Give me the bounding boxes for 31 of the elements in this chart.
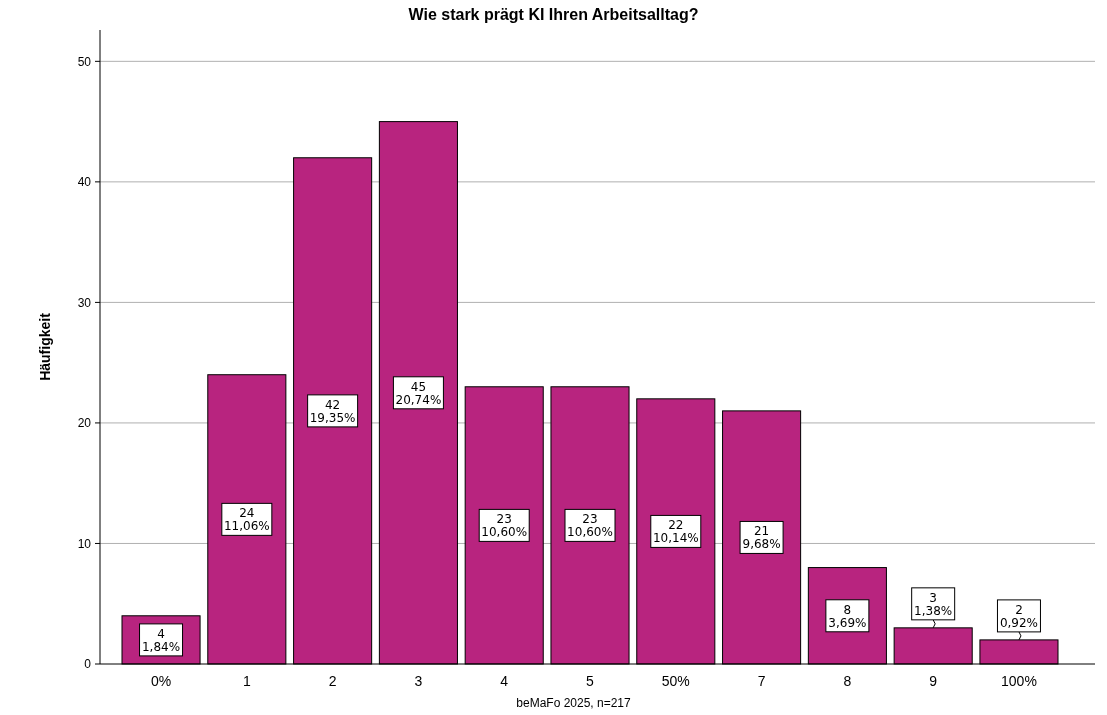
x-tick-label: 50% — [661, 673, 690, 689]
x-tick-label: 0% — [150, 673, 172, 689]
data-label: 3 1,38% — [914, 590, 953, 618]
y-tick-label: 0 — [84, 657, 92, 672]
data-label: 23 10,60% — [567, 512, 613, 540]
y-tick-label: 10 — [77, 536, 92, 551]
data-label: 4 1,84% — [141, 626, 181, 654]
data-label: 22 10,14% — [652, 518, 699, 546]
data-label: 8 3,69% — [828, 602, 867, 630]
x-tick-label: 2 — [328, 673, 337, 689]
data-label: 45 20,74% — [395, 379, 442, 407]
y-axis-title: Häufigkeit — [37, 312, 53, 381]
x-tick-label: 9 — [929, 673, 938, 689]
x-axis-title: beMaFo 2025, n=217 — [516, 696, 632, 710]
chart-title: Wie stark prägt KI Ihren Arbeitsalltag? — [408, 6, 699, 23]
x-tick-label: 5 — [586, 673, 595, 689]
data-label: 21 9,68% — [742, 524, 781, 552]
x-tick-label: 4 — [500, 673, 509, 689]
data-label: 24 11,06% — [223, 506, 270, 534]
x-tick-label: 8 — [843, 673, 852, 689]
data-label: 23 10,60% — [481, 512, 528, 540]
x-tick-label: 100% — [1001, 673, 1037, 689]
y-tick-label: 40 — [77, 175, 92, 190]
x-tick-label: 7 — [757, 673, 766, 689]
y-tick-label: 30 — [77, 295, 92, 310]
y-tick-label: 20 — [77, 416, 92, 431]
x-tick-label: 3 — [414, 673, 423, 689]
y-tick-label: 50 — [77, 54, 92, 69]
data-label: 2 0,92% — [999, 602, 1039, 630]
x-tick-label: 1 — [242, 673, 251, 689]
data-label: 42 19,35% — [309, 397, 356, 425]
